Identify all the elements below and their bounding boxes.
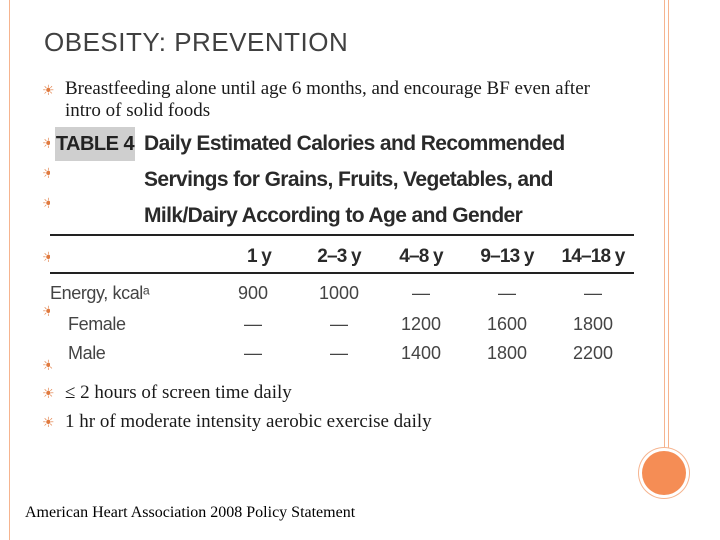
column-header: 9–13 y <box>480 246 534 267</box>
table-cell: — <box>330 314 348 334</box>
table-cell: — <box>498 283 516 303</box>
bullet-icon: ☀ <box>42 386 55 402</box>
table-cell: 1600 <box>486 314 528 334</box>
bullet-text-screen-time: ≤ 2 hours of screen time daily <box>65 382 292 403</box>
slide-title: OBESITY: PREVENTION <box>44 27 349 57</box>
table-cell: — <box>244 343 262 363</box>
bullet-icon: ☀ <box>42 83 55 99</box>
column-header: 4–8 y <box>399 246 443 267</box>
bullet-icon: ☀ <box>42 415 55 431</box>
table-cell: 1200 <box>400 314 442 334</box>
slide-frame-left <box>9 0 10 540</box>
table-cell: 1800 <box>486 343 528 363</box>
bullet-text-breastfeeding: Breastfeeding alone until age 6 months, … <box>65 78 590 121</box>
table-cell: 900 <box>237 283 269 303</box>
row-label-male: Male <box>68 343 106 363</box>
slide-frame-right <box>664 0 665 452</box>
table-cell: — <box>330 343 348 363</box>
column-header: 2–3 y <box>317 246 361 267</box>
row-label-energy: Energy, kcalᵃ <box>50 283 150 303</box>
table-top-rule <box>50 234 634 236</box>
table-cell: 1000 <box>318 283 360 303</box>
slide-frame-right-inner <box>668 0 669 452</box>
table-tag: TABLE 4 <box>55 127 135 161</box>
column-header: 14–18 y <box>561 246 625 267</box>
table-cell: 1800 <box>572 314 614 334</box>
table-image: TABLE 4 Daily Estimated Calories and Rec… <box>50 122 636 366</box>
table-title: Daily Estimated Calories and Recommended… <box>144 132 565 227</box>
table-cell: 2200 <box>572 343 614 363</box>
table-cell: — <box>584 283 602 303</box>
decorative-circle <box>642 451 686 495</box>
table-cell: 1400 <box>400 343 442 363</box>
column-header: 1 y <box>246 246 272 267</box>
row-label-female: Female <box>68 314 126 334</box>
source-citation: American Heart Association 2008 Policy S… <box>25 504 356 521</box>
table-cell: — <box>412 283 430 303</box>
table-cell: — <box>244 314 262 334</box>
bullet-text-exercise: 1 hr of moderate intensity aerobic exerc… <box>65 411 432 432</box>
table-header-rule <box>50 272 634 274</box>
